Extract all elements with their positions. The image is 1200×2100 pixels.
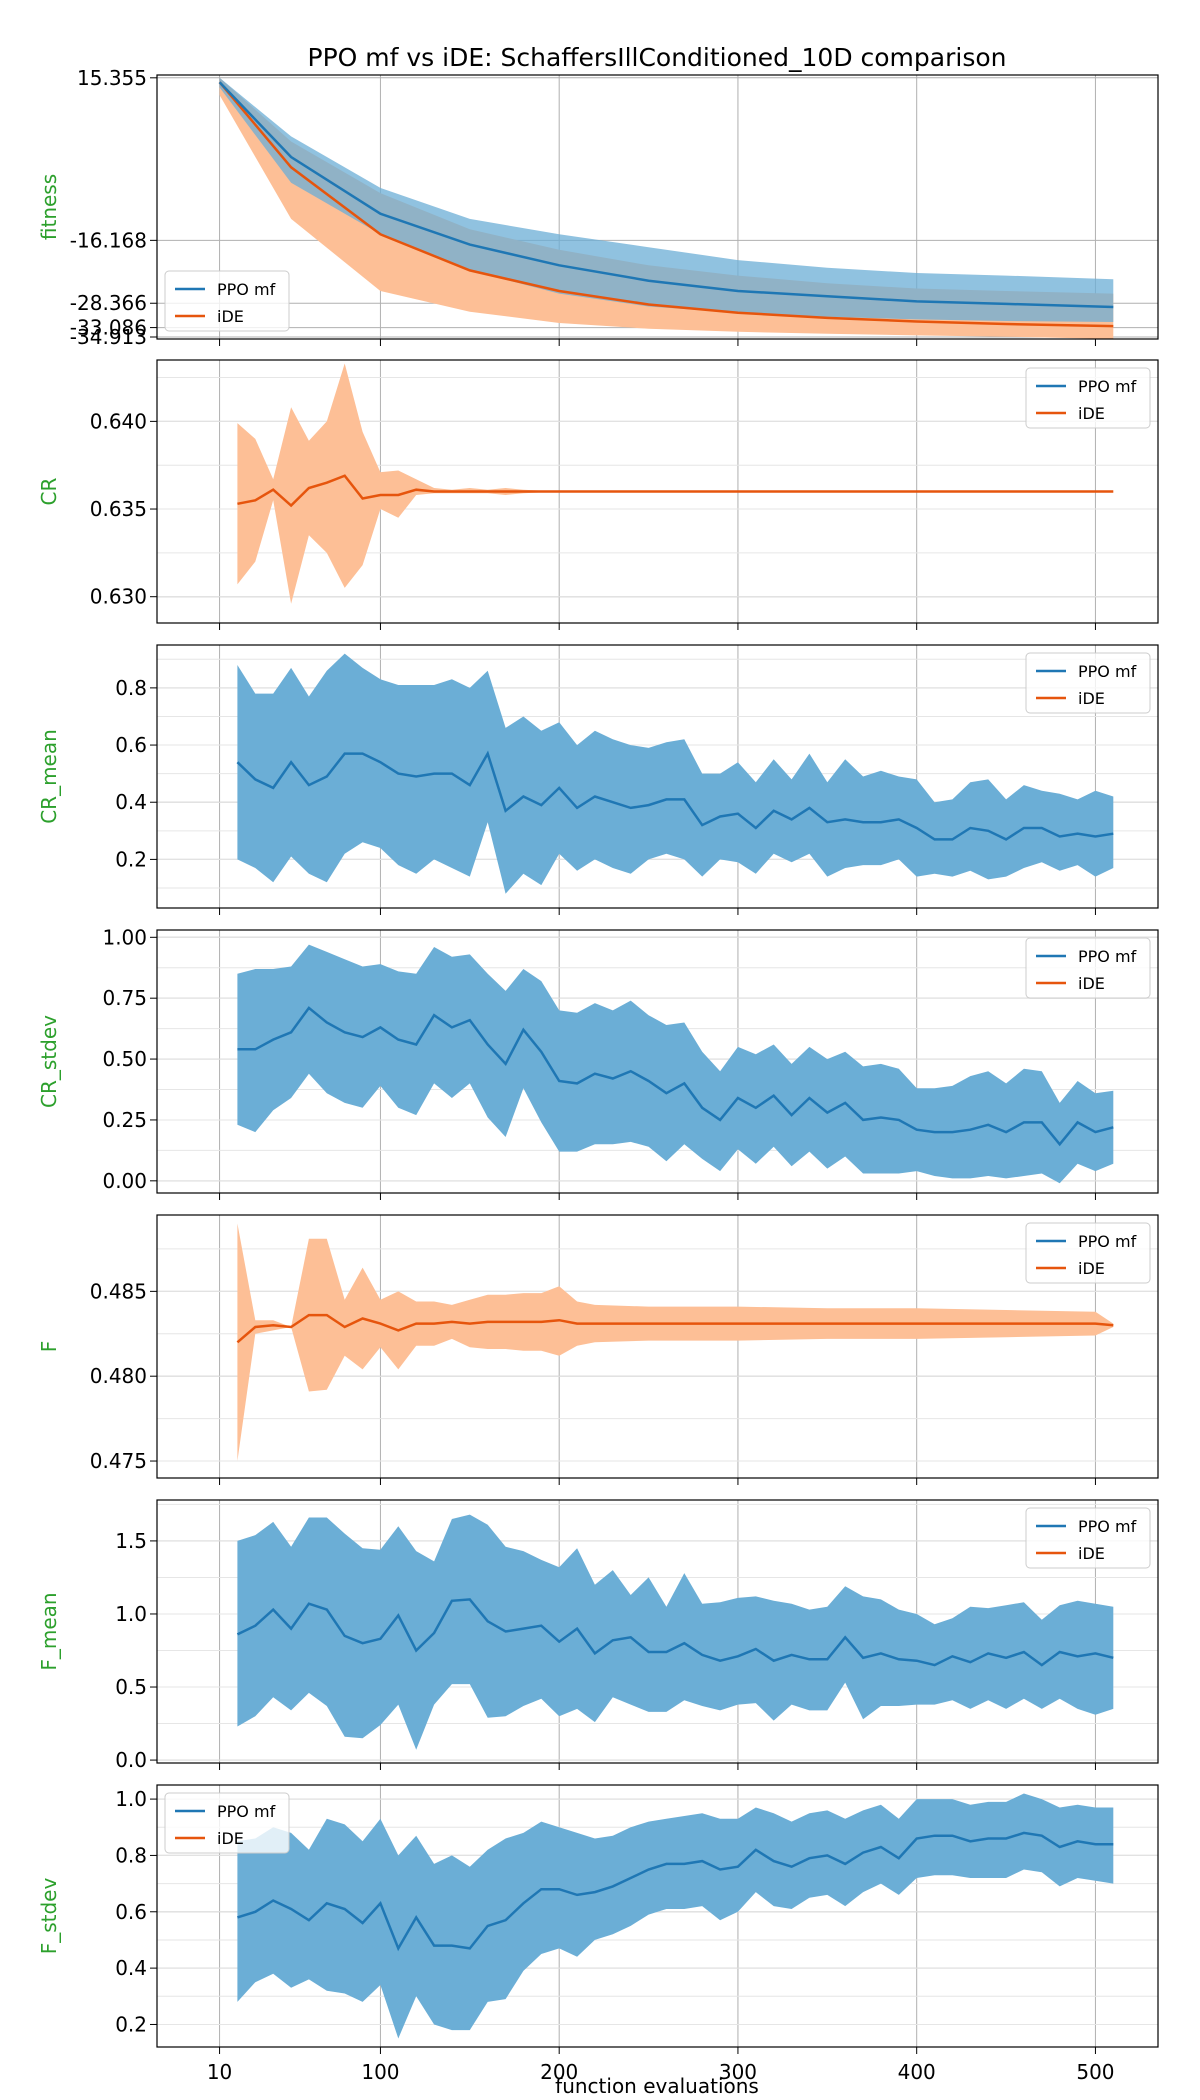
line-ppo — [237, 1831, 1114, 1952]
subplots: 15.355 -16.168 -28.366-33.086-34.913 fitnes… — [37, 66, 1159, 2084]
legend-label-ppo: PPO mf — [1078, 947, 1137, 966]
y-tick-label: 0.25 — [102, 1108, 147, 1132]
subplot-CR: 0.630 0.635 0.640 CR PPO mf iDE — [37, 359, 1159, 630]
legend: PPO mf iDE — [164, 1792, 290, 1854]
y-tick-label: 0.8 — [115, 1843, 147, 1867]
y-axis-label: CR — [37, 477, 61, 505]
y-tick-label: 0.0 — [115, 1748, 147, 1772]
line-ide — [237, 474, 1114, 508]
y-tick-label: 1.00 — [102, 925, 147, 949]
y-axis-label: F_stdev — [37, 1878, 61, 1955]
band-ide — [237, 1223, 1114, 1461]
y-axis-label: CR_mean — [37, 729, 61, 824]
y-tick-label: 0.75 — [102, 986, 147, 1010]
plot-frame — [156, 1784, 1159, 2048]
y-tick-label: -34.913 — [70, 325, 147, 349]
y-tick-label: 0.2 — [115, 2012, 147, 2036]
plot-frame — [156, 929, 1159, 1194]
line-ppo — [236, 750, 1114, 841]
y-tick-label: 15.355 — [77, 66, 147, 90]
x-axis-label: function evaluations — [555, 2074, 759, 2098]
x-tick-label: 100 — [361, 2060, 399, 2084]
y-tick-label: 0.5 — [115, 1675, 147, 1699]
y-tick-label: 0.480 — [90, 1364, 147, 1388]
legend-label-ide: iDE — [217, 1829, 244, 1848]
legend-label-ide: iDE — [1078, 404, 1105, 423]
x-tick-label: 10 — [207, 2060, 232, 2084]
legend-label-ppo: PPO mf — [217, 1802, 276, 1821]
y-axis-label: CR_stdev — [37, 1015, 61, 1108]
line-ide — [236, 1313, 1114, 1344]
legend-label-ide: iDE — [1078, 689, 1105, 708]
line-ide — [218, 81, 1114, 328]
y-tick-label: 0.635 — [90, 497, 147, 521]
subplot-fitness: 15.355 -16.168 -28.366-33.086-34.913 fitnes… — [37, 66, 1159, 349]
legend: PPO mf iDE — [1025, 367, 1151, 429]
y-tick-label: 0.630 — [90, 585, 147, 609]
legend: PPO mf iDE — [1025, 937, 1151, 999]
y-tick-label: 0.2 — [115, 847, 147, 871]
x-tick-label: 400 — [898, 2060, 936, 2084]
legend-label-ppo: PPO mf — [1078, 1517, 1137, 1536]
plot-frame — [156, 1214, 1159, 1479]
y-tick-label: -28.366 — [70, 291, 147, 315]
y-axis-label: F — [37, 1341, 61, 1353]
legend-label-ppo: PPO mf — [1078, 662, 1137, 681]
subplot-F_stdev: 0.2 0.4 0.6 0.8 1.0 F_stdev PPO mf iDE — [37, 1784, 1159, 2054]
line-ppo — [236, 1598, 1114, 1667]
legend-label-ppo: PPO mf — [217, 280, 276, 299]
y-tick-label: -33.086 — [70, 316, 147, 340]
band-ide — [219, 77, 1114, 339]
subplot-CR_stdev: 0.00 0.25 0.50 0.75 1.00 CR_stdev PPO mf iDE — [37, 925, 1159, 1200]
y-tick-label: 1.0 — [115, 1602, 147, 1626]
plot-frame — [156, 1499, 1159, 1764]
legend-label-ppo: PPO mf — [1078, 377, 1137, 396]
band-ppo — [237, 653, 1114, 894]
y-axis-label: fitness — [37, 174, 61, 240]
band-ppo — [237, 1514, 1114, 1750]
legend-label-ide: iDE — [1078, 974, 1105, 993]
legend-label-ide: iDE — [1078, 1544, 1105, 1563]
y-tick-label: 0.475 — [90, 1449, 147, 1473]
band-ide — [237, 363, 1114, 604]
y-tick-label: 0.6 — [115, 1900, 147, 1924]
y-tick-label: 1.5 — [115, 1529, 147, 1553]
plot-frame — [156, 74, 1159, 340]
y-tick-label: 0.4 — [115, 1956, 147, 1980]
y-tick-label: 0.8 — [115, 676, 147, 700]
band-ppo — [237, 944, 1114, 1184]
legend-label-ide: iDE — [1078, 1259, 1105, 1278]
y-tick-label: -16.168 — [70, 228, 147, 252]
y-tick-label: 0.6 — [115, 733, 147, 757]
x-tick-label: 300 — [719, 2060, 757, 2084]
subplot-F: 0.475 0.480 0.485 F PPO mf iDE — [37, 1214, 1159, 1485]
legend-label-ide: iDE — [217, 307, 244, 326]
y-tick-label: 0.00 — [102, 1169, 147, 1193]
legend: PPO mf iDE — [1025, 1222, 1151, 1284]
legend: PPO mf iDE — [164, 270, 290, 332]
y-axis-label: F_mean — [37, 1592, 61, 1670]
y-tick-label: 0.50 — [102, 1047, 147, 1071]
x-tick-label: 200 — [540, 2060, 578, 2084]
legend: PPO mf iDE — [1025, 652, 1151, 714]
legend: PPO mf iDE — [1025, 1507, 1151, 1569]
line-ppo — [237, 1006, 1114, 1147]
subplot-F_mean: 0.0 0.5 1.0 1.5 F_mean PPO mf iDE — [37, 1499, 1159, 1772]
plot-frame — [156, 644, 1159, 909]
subplot-CR_mean: 0.2 0.4 0.6 0.8 CR_mean PPO mf iDE — [37, 644, 1159, 915]
plot-frame — [156, 359, 1159, 624]
y-tick-label: 0.4 — [115, 790, 147, 814]
x-tick-label: 500 — [1076, 2060, 1114, 2084]
line-ppo — [218, 81, 1114, 309]
y-tick-label: 1.0 — [115, 1787, 147, 1811]
chart-title: PPO mf vs iDE: SchaffersIllConditioned_1… — [308, 43, 1007, 72]
y-tick-label: 0.640 — [90, 409, 147, 433]
y-tick-label: 0.485 — [90, 1279, 147, 1303]
band-ppo — [219, 77, 1114, 322]
legend-label-ppo: PPO mf — [1078, 1232, 1137, 1251]
